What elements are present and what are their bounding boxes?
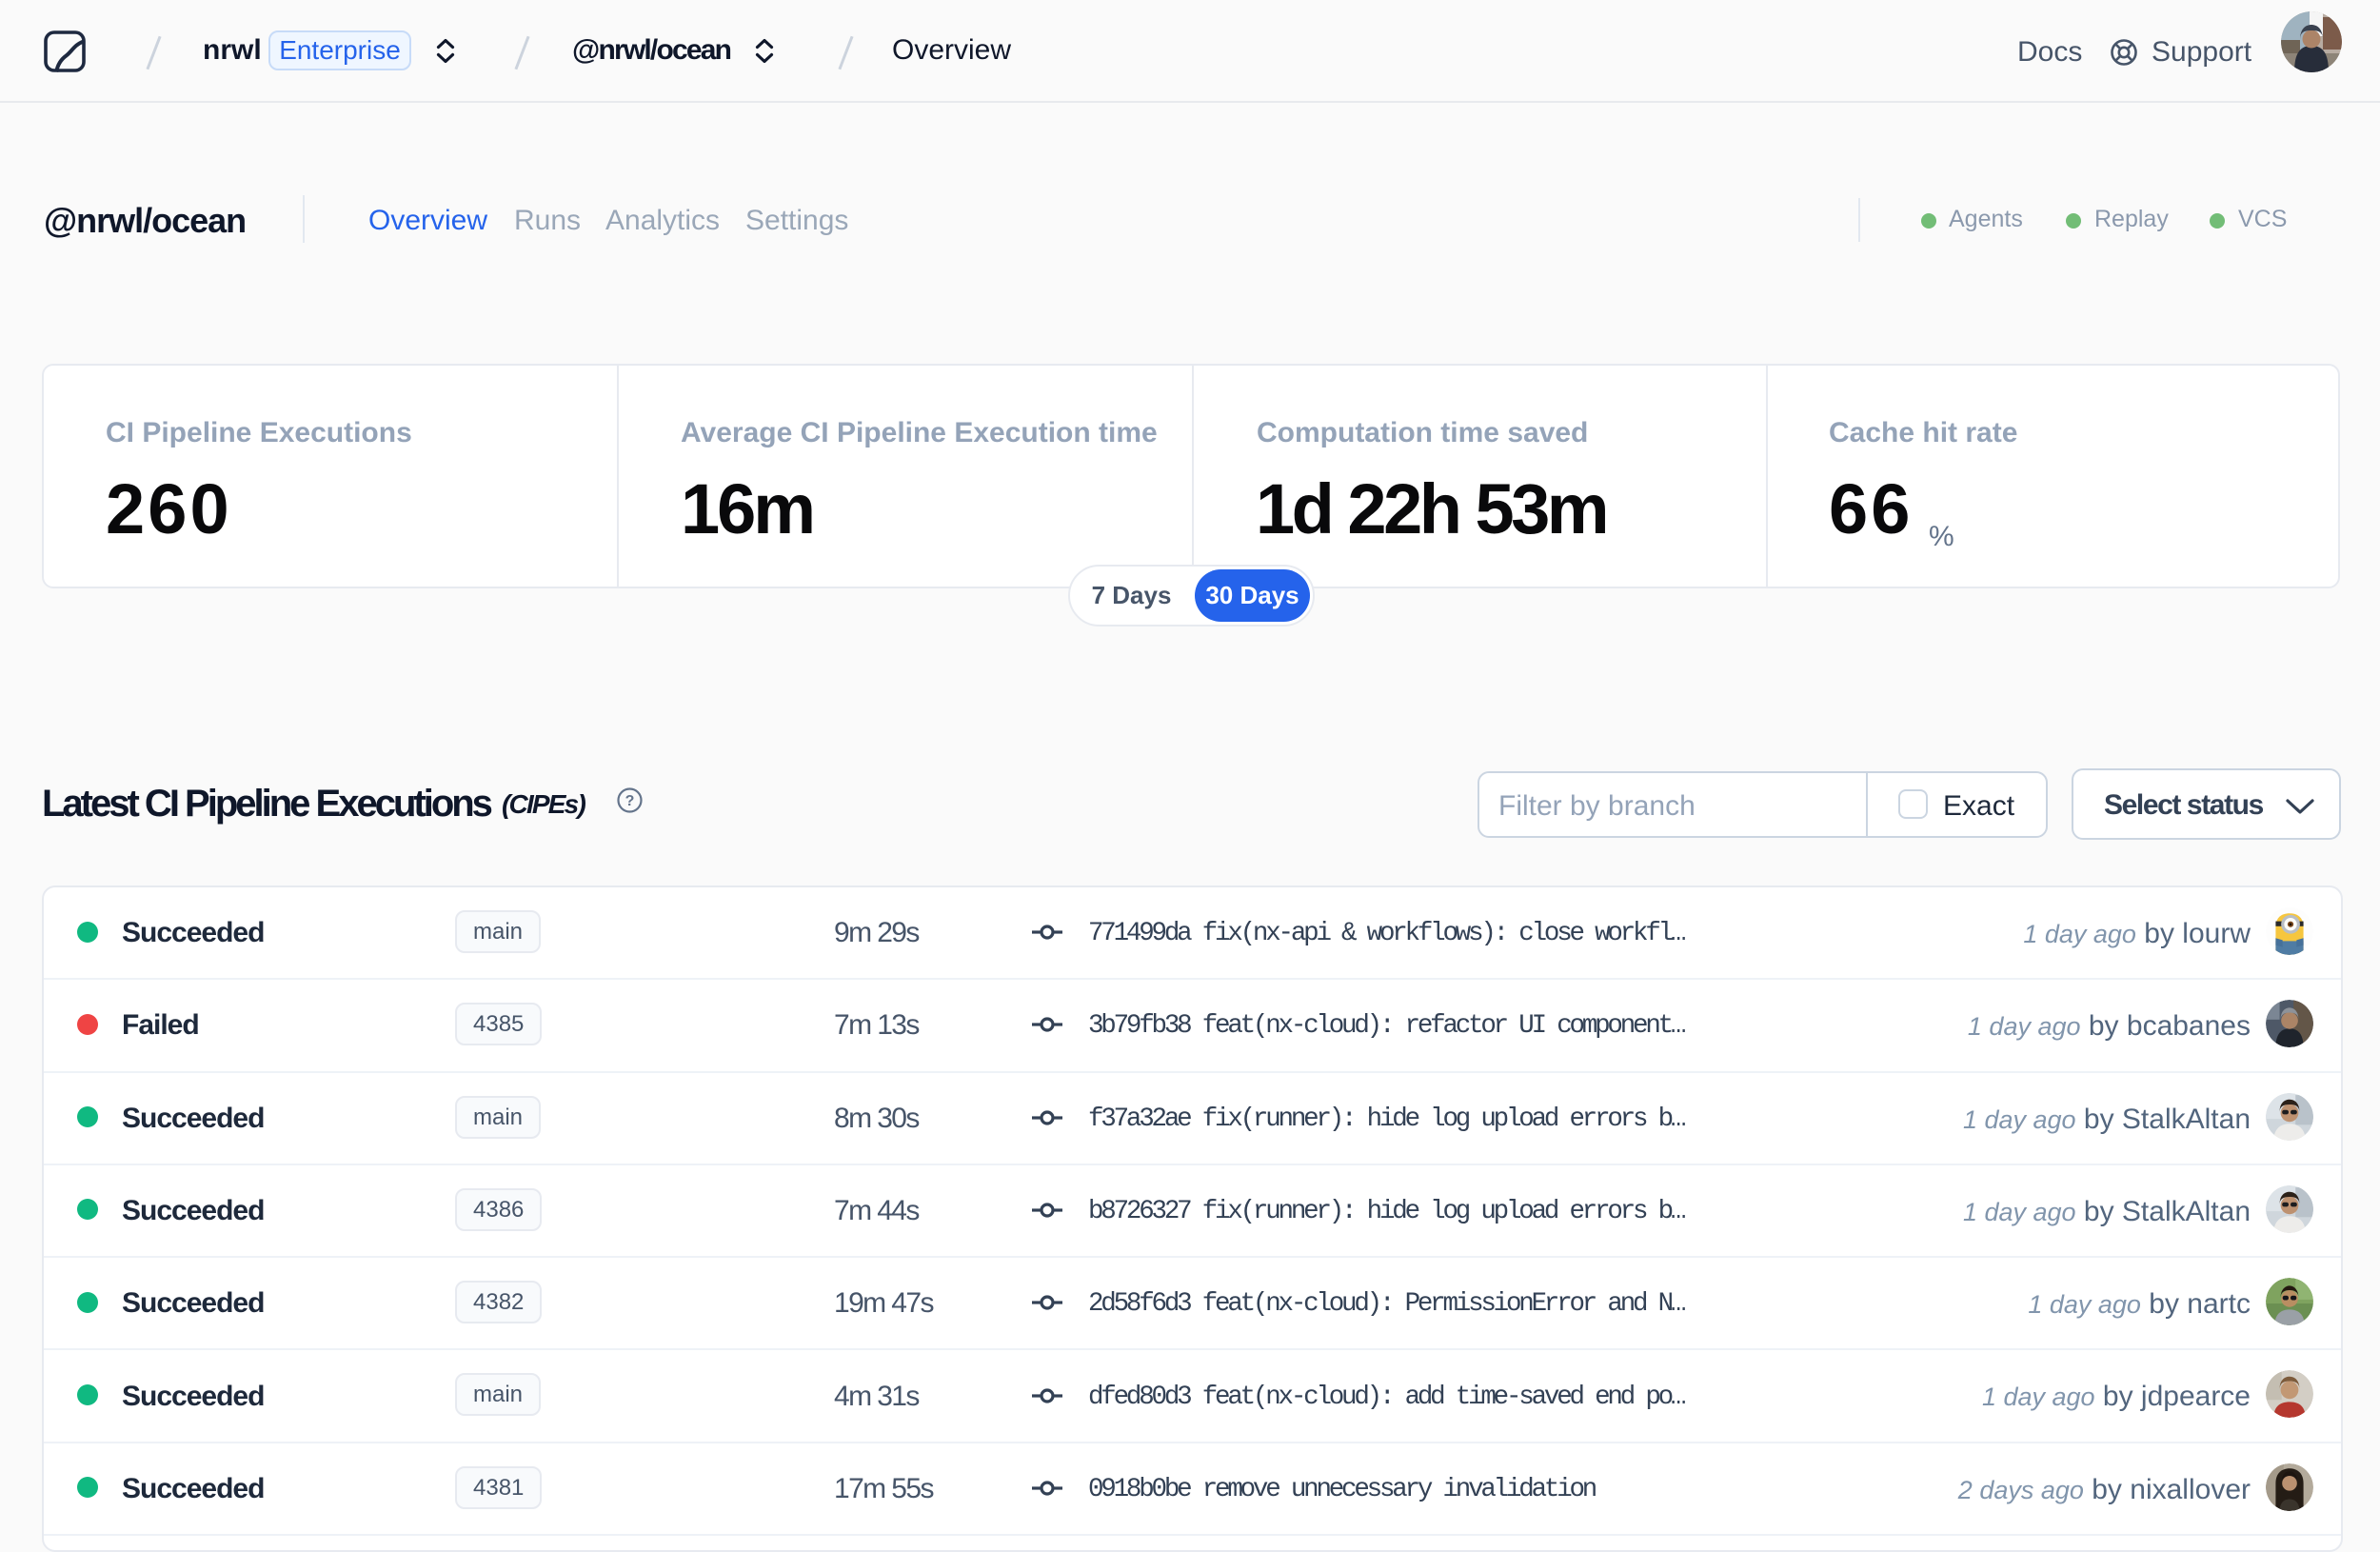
svg-text:?: ?: [625, 793, 635, 809]
